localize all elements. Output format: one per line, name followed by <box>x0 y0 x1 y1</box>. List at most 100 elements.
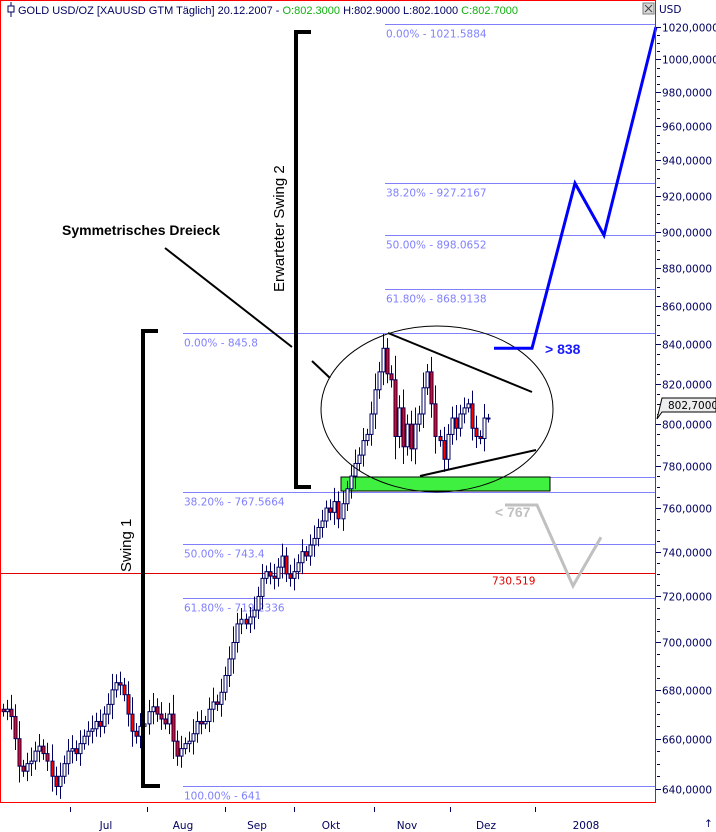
triangle-pointer-line-2 <box>311 360 331 379</box>
triangle-pointer-line <box>164 247 293 348</box>
candle <box>114 674 119 698</box>
candle <box>25 752 30 782</box>
candle-body <box>405 423 410 448</box>
candles <box>1 333 491 799</box>
candle-body <box>223 675 228 693</box>
currency-label: USD <box>659 4 681 16</box>
candle-body <box>231 641 236 660</box>
candle-body <box>446 433 451 460</box>
candle <box>429 356 434 418</box>
candle-body <box>474 427 479 437</box>
y-tick-label: 680,0000 <box>662 686 712 698</box>
projection-down-path <box>505 503 603 590</box>
candle <box>1 703 6 717</box>
candle-body <box>235 623 240 643</box>
candle-body <box>207 708 212 722</box>
candle <box>102 706 107 734</box>
candle-body <box>159 713 164 720</box>
candle <box>122 677 127 702</box>
triangle-ellipse <box>320 325 554 493</box>
scroll-arrow-icon[interactable]: ↑ <box>704 818 713 830</box>
candle-body <box>187 740 192 745</box>
candle-body <box>409 423 414 450</box>
candle <box>58 762 63 799</box>
candle <box>276 558 281 587</box>
fib-label: 61.80% - 868.9138 <box>386 294 487 306</box>
candle-body <box>147 711 152 725</box>
candle-body <box>183 743 188 750</box>
candle <box>417 405 422 432</box>
candle-body <box>239 618 244 625</box>
candle <box>466 398 471 413</box>
candle <box>341 490 346 531</box>
candle-body <box>470 403 475 429</box>
candle <box>167 702 172 735</box>
candle <box>336 491 341 529</box>
candle <box>320 509 325 538</box>
candle <box>353 449 358 489</box>
candle <box>256 586 261 619</box>
candle-body <box>308 544 313 557</box>
candle-body <box>122 684 127 696</box>
candle <box>442 426 447 472</box>
candle <box>126 681 131 727</box>
candle-body <box>252 609 257 618</box>
candle-body <box>33 750 38 762</box>
candle <box>389 365 394 388</box>
up-target-label: > 838 <box>545 341 581 357</box>
fib-label: 50.00% - 898.0652 <box>386 240 487 252</box>
candle-body <box>264 571 269 579</box>
chart-header: GOLD USD/OZ [XAUUSD GTM Täglich] 20.12.2… <box>7 2 518 17</box>
fib-label: 0.00% - 1021.5884 <box>386 29 487 41</box>
candle-body <box>118 682 123 686</box>
candle <box>187 731 192 753</box>
chart-frame <box>0 0 656 803</box>
candle <box>62 755 67 784</box>
support-zone-box <box>340 476 551 492</box>
candle-body <box>361 440 366 456</box>
candle-body <box>130 713 135 732</box>
candle-body <box>454 417 459 429</box>
candle-body <box>276 566 281 579</box>
candle-body <box>50 760 55 777</box>
candle <box>94 712 99 737</box>
candle-body <box>179 748 184 757</box>
candle-body <box>163 718 168 725</box>
y-tick-label: 720,0000 <box>662 592 712 604</box>
candle <box>199 710 204 735</box>
price-axis: 640,0000 660,0000 680,0000 700,0000 720,0000… <box>656 23 716 797</box>
y-tick-label: 660,0000 <box>662 735 712 747</box>
candle-body <box>300 551 305 564</box>
candle <box>29 747 34 777</box>
candle-body <box>66 750 71 765</box>
candle <box>260 564 265 610</box>
candle-body <box>341 503 346 520</box>
candle <box>272 563 277 590</box>
swing1-label: Swing 1 <box>118 519 135 572</box>
candle-body <box>389 373 394 381</box>
candle <box>454 404 459 441</box>
candle <box>207 697 212 733</box>
x-tick-label: 2008 <box>573 820 600 832</box>
time-axis: Jul Aug Sep Okt Nov Dez 2008 <box>70 807 600 832</box>
candle-body <box>215 701 220 705</box>
candle-body <box>381 347 386 373</box>
candle-body <box>332 501 337 513</box>
candle <box>252 596 257 630</box>
candle-body <box>312 537 317 546</box>
candle-body <box>328 507 333 513</box>
candle <box>486 413 491 423</box>
candle <box>86 721 91 746</box>
candle <box>296 554 301 580</box>
candle-body <box>203 720 208 725</box>
candle-body <box>151 706 156 713</box>
candle-body <box>74 748 79 755</box>
y-tick-label: 740,0000 <box>662 548 712 560</box>
candle <box>66 739 71 775</box>
svg-text:GOLD USD/OZ [XAUUSD GTM Tägli: GOLD USD/OZ [XAUUSD GTM Täglich] 20.12.2… <box>18 5 518 17</box>
candle-body <box>82 735 87 745</box>
close-icon[interactable] <box>642 2 655 15</box>
candle-body <box>155 706 160 715</box>
candle-body <box>94 720 99 730</box>
